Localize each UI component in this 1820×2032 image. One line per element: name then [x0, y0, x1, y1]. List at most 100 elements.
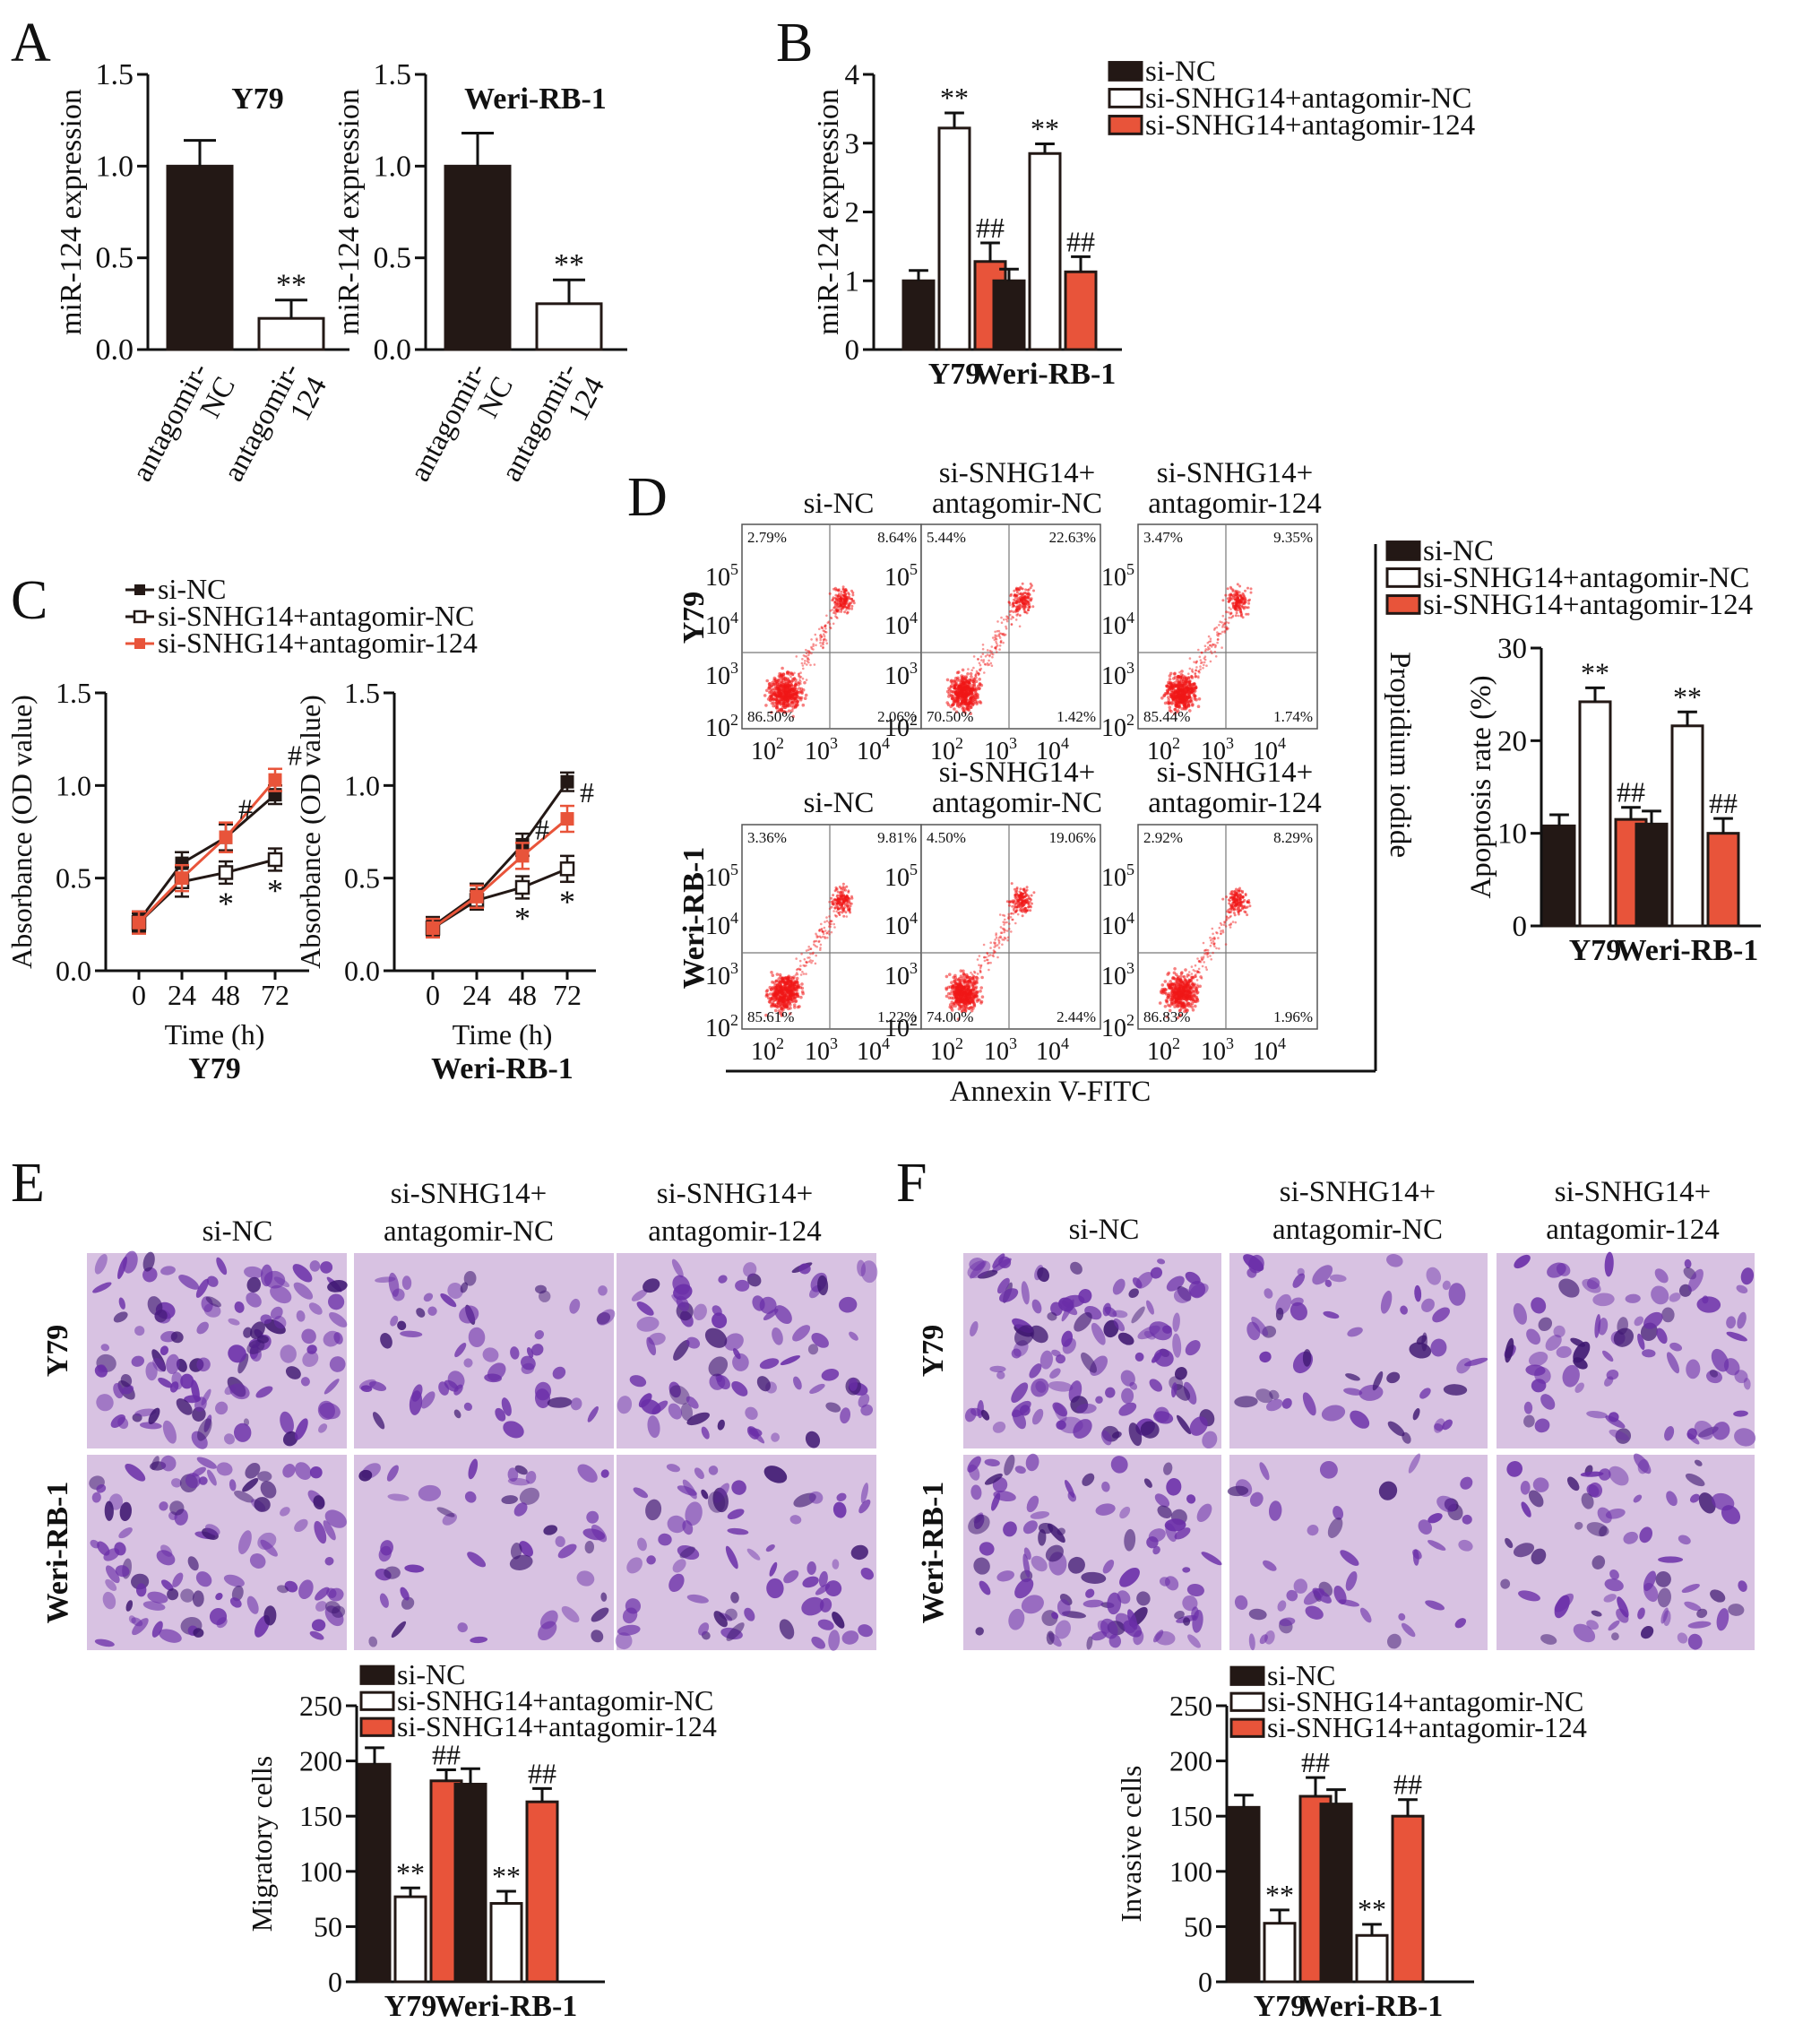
tick-exponent: 2 — [1126, 711, 1134, 729]
flow-event-dot — [826, 931, 829, 934]
flow-event-dot — [979, 990, 982, 993]
flow-event-dot — [1175, 988, 1178, 991]
significance-label: ** — [492, 1860, 521, 1892]
flow-event-dot — [772, 1003, 777, 1007]
flow-x-tick: 104 — [857, 734, 890, 765]
flow-event-dot — [763, 694, 767, 697]
flow-event-dot — [998, 636, 1002, 639]
flow-event-dot — [834, 615, 837, 618]
flow-event-dot — [1003, 618, 1005, 621]
flow-event-dot — [1246, 913, 1249, 917]
chart-subtitle: Weri-RB-1 — [431, 1052, 574, 1085]
flow-event-dot — [1004, 918, 1006, 921]
flow-event-dot — [1003, 936, 1006, 939]
flow-event-dot — [836, 617, 839, 619]
flow-event-dot — [819, 633, 823, 636]
flow-event-dot — [980, 975, 984, 980]
flow-event-dot — [841, 601, 844, 605]
flow-event-dot — [959, 704, 963, 707]
flow-x-tick: 102 — [751, 734, 784, 765]
flow-event-dot — [804, 654, 806, 658]
flow-event-dot — [986, 952, 989, 955]
flow-event-dot — [1010, 618, 1013, 620]
legend-label: si-NC — [1267, 1659, 1335, 1691]
flow-event-dot — [1236, 596, 1239, 600]
tick-exponent: 3 — [1009, 734, 1017, 752]
flow-event-dot — [778, 700, 781, 704]
flow-event-dot — [961, 687, 965, 691]
flow-event-dot — [975, 672, 978, 675]
flow-event-dot — [1231, 597, 1235, 601]
flow-event-dot — [1233, 608, 1237, 611]
flow-event-dot — [809, 952, 812, 955]
flow-event-dot — [1007, 912, 1010, 916]
flow-event-dot — [955, 703, 960, 706]
flow-event-dot — [781, 677, 785, 680]
flow-event-dot — [1022, 910, 1026, 913]
flow-event-dot — [843, 904, 847, 907]
flow-event-dot — [993, 638, 996, 642]
bar-1 — [1028, 151, 1062, 351]
flow-event-dot — [830, 617, 833, 620]
flow-event-dot — [806, 663, 808, 666]
series-line-0 — [137, 793, 276, 922]
flow-event-dot — [829, 920, 832, 922]
flow-event-dot — [849, 911, 852, 914]
flow-event-dot — [978, 678, 981, 681]
flow-event-dot — [1179, 993, 1184, 997]
flow-event-dot — [1234, 921, 1238, 924]
flow-event-dot — [1010, 930, 1013, 933]
tick-exponent: 2 — [1126, 1011, 1134, 1029]
y-axis-label: miR-124 expression — [55, 89, 88, 335]
flow-event-dot — [973, 691, 978, 695]
x-tick-label: 72 — [261, 979, 289, 1011]
flow-event-dot — [822, 930, 825, 933]
flow-event-dot — [997, 942, 1001, 945]
flow-event-dot — [975, 700, 979, 705]
flow-event-dot — [1190, 704, 1195, 707]
flow-event-dot — [1248, 598, 1251, 601]
flow-event-dot — [775, 973, 780, 976]
x-tick-line: antagomir- — [404, 358, 493, 487]
significance-label: # — [580, 776, 594, 808]
flow-event-dot — [1170, 702, 1174, 705]
tick-exponent: 5 — [1126, 560, 1134, 578]
flow-event-dot — [1173, 981, 1177, 985]
flow-column-title: antagomir-124 — [1148, 787, 1322, 819]
flow-event-dot — [783, 991, 788, 995]
flow-event-dot — [970, 696, 973, 699]
flow-event-dot — [799, 682, 802, 686]
tick-exponent: 2 — [1172, 1034, 1180, 1052]
flow-event-dot — [1008, 601, 1012, 604]
flow-event-dot — [828, 922, 832, 926]
flow-event-dot — [1223, 621, 1226, 625]
flow-event-dot — [1216, 641, 1219, 644]
quadrant-percent-lr: 1.42% — [1057, 708, 1096, 725]
tick-base: 10 — [1201, 738, 1226, 765]
x-tick-label: Weri-RB-1 — [974, 358, 1117, 391]
data-point — [470, 889, 484, 904]
flow-event-dot — [789, 675, 792, 679]
flow-event-dot — [1029, 586, 1032, 590]
flow-event-dot — [1221, 646, 1223, 649]
flow-event-dot — [953, 990, 957, 995]
flow-event-dot — [818, 935, 822, 938]
flow-event-dot — [805, 973, 807, 975]
flow-event-dot — [968, 994, 971, 999]
bar-2 — [1706, 832, 1740, 928]
flow-event-dot — [1190, 1005, 1194, 1009]
legend-label: si-SNHG14+antagomir-NC — [1267, 1685, 1583, 1717]
flow-event-dot — [957, 670, 961, 674]
flow-event-dot — [1194, 1004, 1197, 1008]
x-tick-label: Y79 — [384, 1990, 437, 2023]
flow-event-dot — [951, 697, 954, 701]
flow-event-dot — [1239, 610, 1243, 614]
flow-event-dot — [1199, 668, 1202, 670]
flow-event-dot — [1189, 682, 1192, 686]
flow-event-dot — [825, 642, 829, 644]
flow-event-dot — [1187, 978, 1191, 981]
flow-event-dot — [1220, 930, 1222, 932]
flow-event-dot — [822, 935, 824, 938]
data-point — [218, 865, 234, 880]
